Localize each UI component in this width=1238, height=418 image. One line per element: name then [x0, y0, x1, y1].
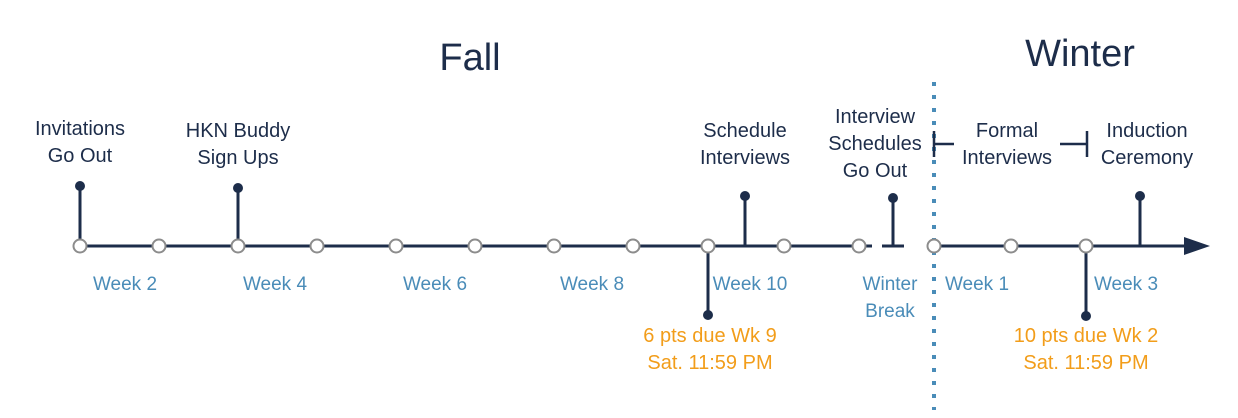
- week-label-winter-3: Week 3: [1093, 274, 1159, 295]
- season-title-fall: Fall: [439, 37, 501, 79]
- pin-buddy-signups: [233, 183, 243, 246]
- deadline-winter-label: 10 pts due Wk 2 Sat. 11:59 PM: [1013, 325, 1159, 374]
- week-node: [851, 238, 867, 254]
- pin-induction: [1135, 191, 1145, 246]
- week-label-fall-2: Week 2: [92, 274, 158, 295]
- week-node: [700, 238, 716, 254]
- week-node: [776, 238, 792, 254]
- pin-invitations: [75, 181, 85, 246]
- deadline-fall-label: 6 pts due Wk 9 Sat. 11:59 PM: [643, 325, 777, 374]
- week-label-fall-10: Week 10: [712, 274, 788, 295]
- pin-schedules-out: [888, 193, 898, 246]
- event-buddy-label: HKN Buddy Sign Ups: [185, 120, 291, 169]
- week-label-fall-8: Week 8: [559, 274, 625, 295]
- event-induction-label: Induction Ceremony: [1100, 120, 1194, 169]
- pin-schedule-interviews: [740, 191, 750, 246]
- event-schedules-out-label: Interview Schedules Go Out: [828, 106, 922, 182]
- week-node: [72, 238, 88, 254]
- week-label-winter-1: Week 1: [944, 274, 1010, 295]
- week-label-fall-4: Week 4: [242, 274, 308, 295]
- week-label-winter-break: Winter Break: [862, 274, 918, 322]
- week-label-fall-6: Week 6: [402, 274, 468, 295]
- event-schedule-interviews-label: Schedule Interviews: [699, 120, 791, 169]
- event-invitations-label: Invitations Go Out: [34, 118, 126, 167]
- week-node: [1078, 238, 1094, 254]
- week-node: [230, 238, 246, 254]
- week-node: [467, 238, 483, 254]
- formal-interviews-range: [932, 131, 1089, 157]
- week-nodes: [72, 238, 1094, 254]
- week-node: [546, 238, 562, 254]
- week-node: [1003, 238, 1019, 254]
- week-node: [926, 238, 942, 254]
- week-node: [309, 238, 325, 254]
- week-node: [151, 238, 167, 254]
- pin-deadline-fall: [703, 246, 713, 320]
- pin-deadline-winter: [1081, 246, 1091, 321]
- week-node: [625, 238, 641, 254]
- timeline-arrowhead: [1184, 237, 1210, 255]
- season-title-winter: Winter: [1025, 33, 1135, 75]
- event-formal-interviews-label: Formal Interviews: [961, 120, 1053, 169]
- week-node: [388, 238, 404, 254]
